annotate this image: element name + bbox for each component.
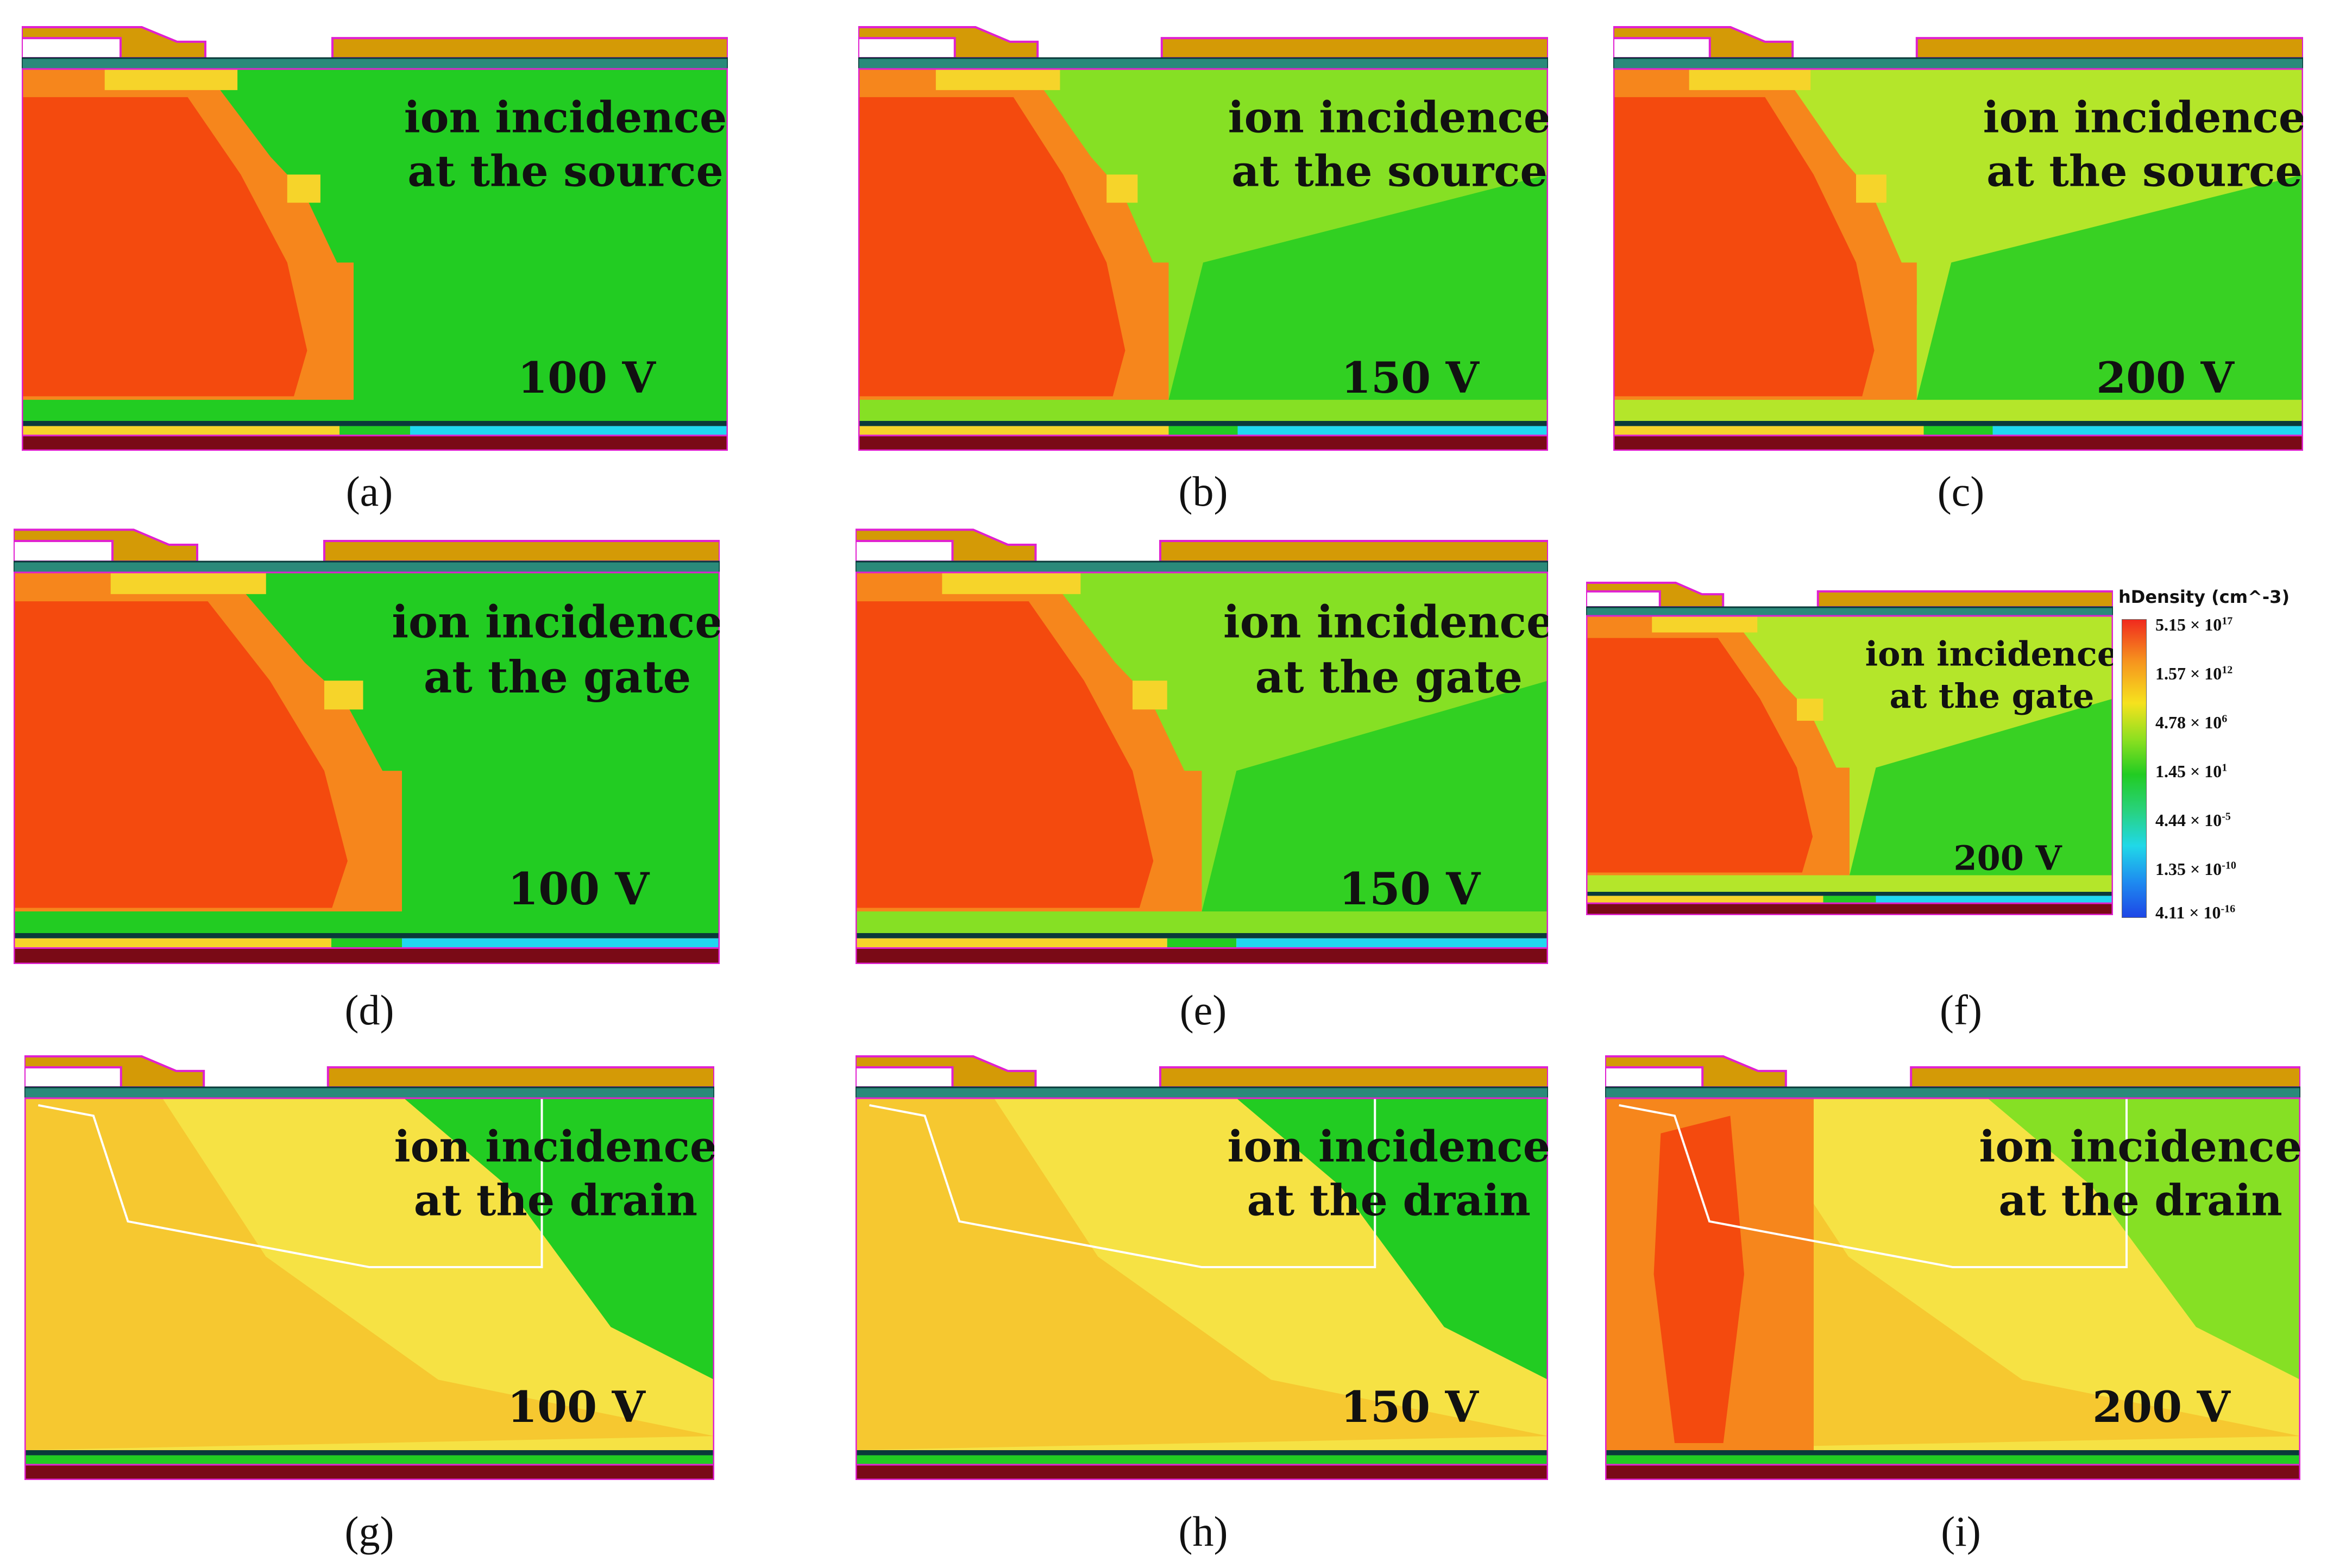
- panel-g: ion incidence at the drain 100 V: [24, 1051, 714, 1480]
- panel-label-line2: at the source: [407, 146, 723, 196]
- panel-label-line1: ion incidence: [1983, 92, 2303, 143]
- panel-label-line1: ion incidence: [392, 597, 720, 648]
- drain-contact: [1910, 1066, 2300, 1088]
- panel-h: ion incidence at the drain 150 V: [856, 1051, 1548, 1480]
- panel-caption: (d): [344, 986, 394, 1034]
- panel-label-line2: at the source: [1986, 146, 2302, 196]
- panel-label-line2: at the drain: [1247, 1175, 1531, 1225]
- panel-e: ion incidence at the gate 150 V: [856, 524, 1548, 964]
- legend-tick-label: 4.11 × 10-16: [2155, 903, 2236, 922]
- panel-d: ion incidence at the gate 100 V: [14, 524, 720, 964]
- panel-label-line1: ion incidence: [404, 92, 727, 143]
- panel-f: ion incidence at the gate 200 V: [1586, 578, 2113, 915]
- legend-tick-label: 1.45 × 101: [2155, 761, 2228, 781]
- drain-contact: [326, 1066, 714, 1088]
- panel-label-line2: at the gate: [1255, 652, 1523, 703]
- panel-voltage: 150 V: [1341, 1382, 1479, 1432]
- panel-label-line1: ion incidence: [1227, 1122, 1548, 1172]
- color-legend: hDensity (cm^-3) 5.15 × 1017 1.57 × 1012 4…: [2118, 587, 2327, 923]
- drain-contact: [1160, 37, 1548, 59]
- panel-label-line2: at the gate: [424, 652, 691, 703]
- legend-tick-label: 1.35 × 10-10: [2155, 859, 2236, 879]
- panel-voltage: 200 V: [2092, 1382, 2231, 1432]
- panel-caption: (e): [1179, 986, 1227, 1034]
- legend-tick-label: 4.78 × 106: [2155, 713, 2228, 732]
- legend-tick-label: 4.44 × 10-5: [2155, 810, 2231, 830]
- panel-voltage: 150 V: [1339, 864, 1481, 915]
- legend-tick-label: 1.57 × 1012: [2155, 664, 2233, 683]
- panel-caption: (i): [1941, 1508, 1981, 1555]
- drain-contact: [1915, 37, 2303, 59]
- panel-voltage: 100 V: [507, 1382, 646, 1432]
- panel-b: ion incidence at the source 150 V: [858, 22, 1548, 451]
- panel-caption: (h): [1178, 1508, 1228, 1555]
- drain-contact: [331, 37, 728, 59]
- panel-label-line2: at the source: [1231, 146, 1547, 196]
- panel-label-line1: ion incidence: [1228, 92, 1548, 143]
- panel-voltage: 200 V: [1953, 838, 2062, 878]
- panel-caption: (b): [1178, 468, 1228, 515]
- drain-contact: [1816, 590, 2113, 608]
- legend-title: hDensity (cm^-3): [2118, 587, 2290, 607]
- drain-contact: [1159, 1066, 1548, 1088]
- panel-voltage: 200 V: [2096, 352, 2235, 403]
- legend-tick-label: 5.15 × 1017: [2155, 615, 2233, 634]
- panel-label-line1: ion incidence: [1865, 634, 2113, 673]
- panel-caption: (c): [1937, 468, 1985, 515]
- drain-contact: [1159, 540, 1548, 563]
- panel-caption: (a): [345, 468, 393, 515]
- panel-c: ion incidence at the source 200 V: [1613, 22, 2303, 451]
- panel-label-line2: at the drain: [414, 1175, 697, 1225]
- panel-a: ion incidence at the source 100 V: [22, 22, 728, 451]
- panel-label-line2: at the drain: [1998, 1175, 2282, 1225]
- panel-voltage: 100 V: [508, 864, 650, 915]
- panel-caption: (g): [344, 1508, 394, 1555]
- legend-colorbar: [2122, 619, 2147, 918]
- panel-label-line1: ion incidence: [1223, 597, 1548, 648]
- panel-i: ion incidence at the drain 200 V: [1605, 1051, 2300, 1480]
- panel-voltage: 150 V: [1341, 352, 1480, 403]
- panel-label-line1: ion incidence: [394, 1122, 714, 1172]
- drain-contact: [323, 540, 720, 563]
- panel-caption: (f): [1940, 986, 1982, 1034]
- panel-voltage: 100 V: [518, 352, 656, 403]
- panel-label-line1: ion incidence: [1979, 1122, 2300, 1172]
- panel-label-line2: at the gate: [1890, 676, 2095, 716]
